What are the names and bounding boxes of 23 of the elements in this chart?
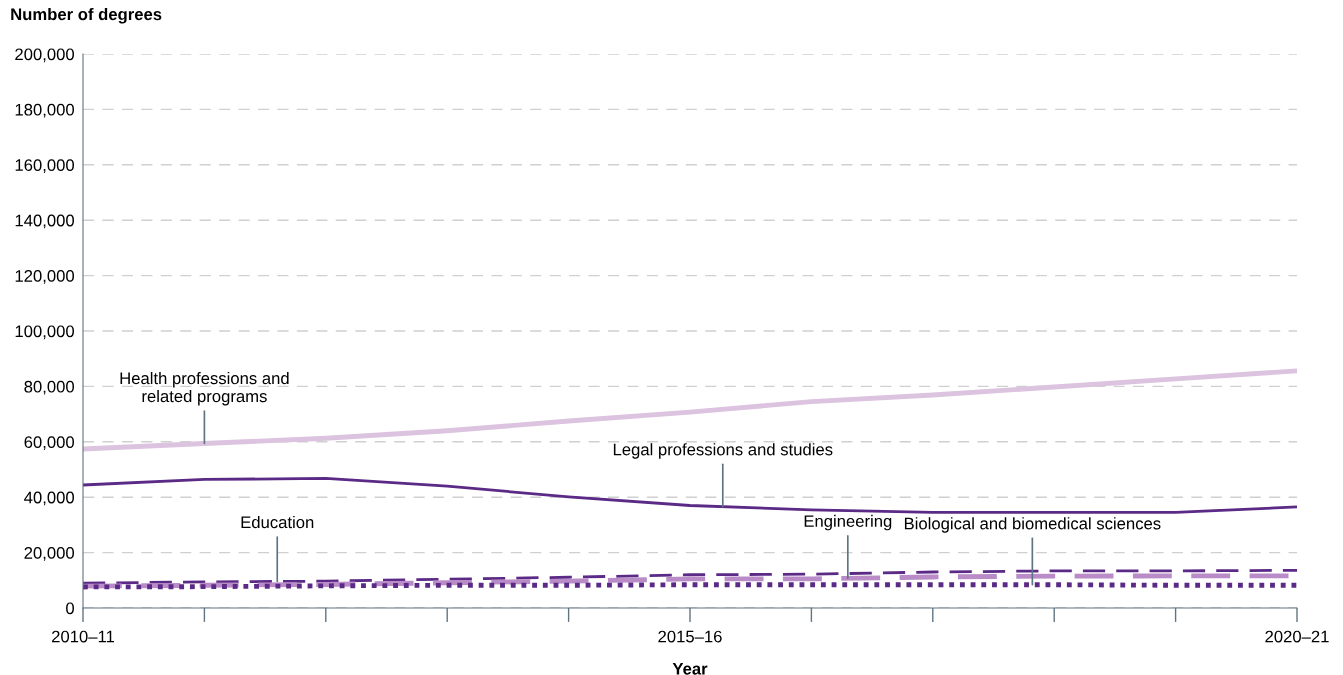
y-tick-label: 200,000 <box>15 48 75 63</box>
y-tick-label: 160,000 <box>15 159 75 173</box>
y-tick-label: 40,000 <box>24 491 75 506</box>
y-tick-label: 180,000 <box>15 103 75 118</box>
x-axis-title: Year <box>672 663 708 675</box>
y-tick-label: 0 <box>66 602 75 615</box>
text: Education <box>241 515 314 529</box>
x-tick-label: 2015–16 <box>658 630 722 643</box>
y-tick-label: 100,000 <box>15 325 75 340</box>
y-tick-label: 120,000 <box>15 270 75 284</box>
line-series <box>83 476 1297 514</box>
text: Legal professions and studies <box>613 443 833 459</box>
x-tick-label: 2010–11 <box>52 630 115 643</box>
text: Biological and biomedical sciences <box>904 517 1161 533</box>
y-tick-label: 60,000 <box>24 436 75 450</box>
text: Health professions and related programs <box>120 371 289 406</box>
y-tick-label: 80,000 <box>24 380 75 395</box>
y-axis-title: Number of degrees <box>11 7 162 24</box>
x-tick-label: 2020–21 <box>1265 630 1329 643</box>
line-series <box>83 568 1297 585</box>
text: Engineering <box>804 514 892 531</box>
y-tick-label: 20,000 <box>24 547 75 561</box>
y-tick-label: 140,000 <box>15 214 75 229</box>
